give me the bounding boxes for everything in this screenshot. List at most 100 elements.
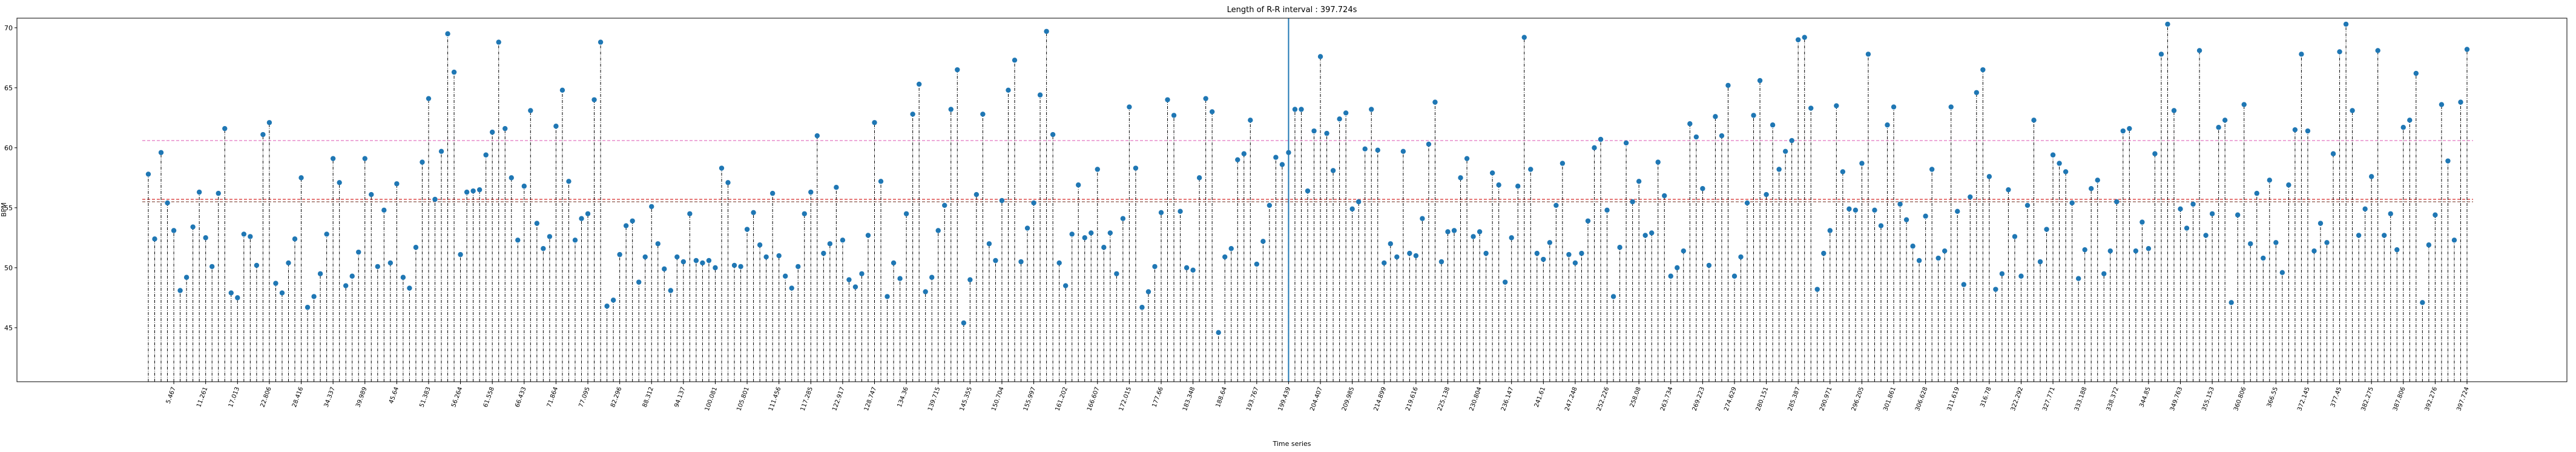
stem-marker	[1802, 35, 1807, 40]
stem-marker	[1910, 244, 1916, 249]
stem-marker	[2222, 118, 2228, 123]
stem-marker	[662, 266, 667, 272]
stem-marker	[1757, 78, 1763, 84]
stem-marker	[1585, 218, 1591, 224]
stem-marker	[1572, 260, 1578, 266]
stem-marker	[2273, 240, 2279, 245]
stem-marker	[1968, 194, 1973, 200]
stem-marker	[1610, 294, 1616, 299]
stem-marker	[1139, 305, 1145, 310]
stem-marker	[496, 39, 501, 45]
stem-marker	[381, 207, 387, 213]
stem-marker	[973, 191, 980, 198]
stem-marker	[1024, 225, 1030, 231]
stem-marker	[190, 224, 196, 230]
stem-marker	[2063, 169, 2069, 174]
stem-marker	[2006, 187, 2011, 193]
stem-marker	[1929, 167, 1935, 172]
stem-marker	[903, 211, 909, 216]
stem-marker	[1095, 167, 1100, 172]
stem-marker	[1107, 230, 1113, 236]
stem-marker	[1458, 175, 1463, 181]
stem-marker	[209, 264, 215, 270]
stem-marker	[1642, 233, 1648, 238]
stem-marker	[279, 290, 285, 296]
stem-marker	[1681, 248, 1686, 254]
y-tick-label: 70	[4, 24, 13, 32]
stem-marker	[2069, 200, 2075, 206]
stem-marker	[1955, 208, 1960, 214]
stem-marker	[610, 297, 616, 303]
stem-marker	[2248, 241, 2253, 247]
stem-marker	[1006, 87, 1011, 93]
stem-marker	[687, 211, 693, 216]
stem-marker	[782, 273, 788, 279]
stem-marker	[2190, 201, 2196, 207]
stem-marker	[2095, 178, 2100, 183]
stem-marker	[1706, 262, 1712, 268]
stem-marker	[1693, 134, 1699, 140]
stem-marker	[1330, 168, 1336, 173]
stem-marker	[1764, 191, 1769, 198]
stem-marker	[2330, 151, 2336, 156]
stem-marker	[1865, 52, 1871, 57]
stem-marker	[1317, 54, 1323, 59]
stem-marker	[464, 189, 470, 195]
stem-marker	[796, 264, 801, 270]
stem-marker	[1076, 182, 1081, 188]
stem-marker	[1069, 231, 1075, 237]
stem-marker	[878, 179, 884, 184]
stem-marker	[2292, 127, 2298, 133]
stem-marker	[1840, 169, 1846, 174]
stem-marker	[872, 120, 877, 125]
stem-marker	[2178, 206, 2183, 212]
stem-marker	[1948, 104, 1954, 110]
stem-marker	[1675, 265, 1680, 271]
stem-marker	[2120, 128, 2126, 134]
stem-marker	[814, 133, 820, 139]
stem-marker	[1299, 107, 1304, 112]
stem-marker	[2350, 108, 2355, 113]
stem-marker	[731, 262, 737, 268]
stem-marker	[1700, 185, 1705, 191]
stem-marker	[158, 150, 164, 155]
x-axis-label: Time series	[1273, 440, 1311, 448]
stem-marker	[1566, 251, 1572, 258]
stem-marker	[2305, 128, 2311, 134]
stem-marker	[171, 228, 177, 233]
stem-marker	[2216, 124, 2221, 130]
stem-marker	[999, 198, 1005, 204]
stem-marker	[2324, 240, 2330, 245]
stem-marker	[2420, 300, 2425, 305]
stem-marker	[420, 159, 425, 165]
stem-marker	[1814, 287, 1820, 292]
stem-marker	[375, 264, 380, 270]
stem-marker	[1521, 35, 1527, 40]
stem-marker	[1598, 136, 1604, 142]
stem-marker	[1751, 113, 1756, 118]
stem-marker	[1464, 156, 1470, 161]
stem-marker	[852, 284, 858, 290]
stem-marker	[241, 231, 247, 237]
stem-marker	[1534, 250, 1540, 256]
stem-marker	[1267, 202, 1273, 208]
stem-marker	[1649, 230, 1655, 236]
stem-marker	[2228, 300, 2234, 305]
stem-marker	[1993, 287, 1998, 292]
stem-marker	[1859, 161, 1865, 166]
stem-marker	[1789, 138, 1794, 144]
stem-marker	[1687, 121, 1693, 127]
stem-marker	[1834, 103, 1839, 108]
stem-marker	[541, 245, 546, 251]
stem-marker	[719, 165, 725, 171]
stem-marker	[2464, 47, 2470, 52]
stem-marker	[2254, 190, 2259, 196]
stem-marker	[680, 259, 687, 265]
stem-marker	[1209, 109, 1215, 115]
stem-marker	[630, 218, 635, 224]
stem-marker	[292, 236, 298, 242]
stem-marker	[827, 241, 833, 247]
stem-marker	[1776, 167, 1782, 172]
stem-marker	[1349, 206, 1355, 212]
stem-marker	[407, 285, 412, 291]
